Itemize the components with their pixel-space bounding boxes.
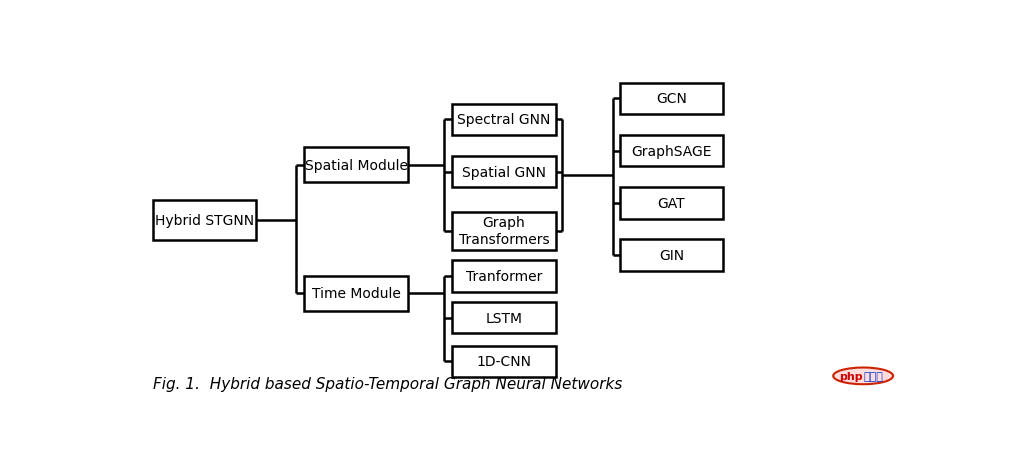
FancyBboxPatch shape — [620, 83, 723, 115]
FancyBboxPatch shape — [452, 212, 556, 250]
FancyBboxPatch shape — [620, 188, 723, 219]
FancyBboxPatch shape — [620, 136, 723, 167]
Text: Spatial GNN: Spatial GNN — [461, 165, 546, 179]
FancyBboxPatch shape — [452, 261, 556, 292]
Text: GraphSAGE: GraphSAGE — [631, 144, 712, 158]
Text: GAT: GAT — [658, 197, 685, 211]
Text: Fig. 1.  Hybrid based Spatio-Temporal Graph Neural Networks: Fig. 1. Hybrid based Spatio-Temporal Gra… — [152, 376, 622, 391]
Text: GIN: GIN — [659, 249, 684, 262]
Text: Tranformer: Tranformer — [466, 269, 542, 283]
Text: php: php — [839, 371, 863, 381]
FancyBboxPatch shape — [452, 346, 556, 377]
Text: Graph
Transformers: Graph Transformers — [458, 216, 549, 247]
Text: Spectral GNN: Spectral GNN — [457, 113, 551, 127]
Text: Time Module: Time Module — [312, 287, 401, 301]
Text: LSTM: LSTM — [485, 311, 522, 325]
FancyBboxPatch shape — [452, 156, 556, 188]
Text: 1D-CNN: 1D-CNN — [477, 354, 531, 368]
FancyBboxPatch shape — [620, 240, 723, 271]
FancyBboxPatch shape — [305, 148, 408, 183]
Text: Spatial Module: Spatial Module — [305, 158, 408, 172]
FancyBboxPatch shape — [452, 303, 556, 334]
FancyBboxPatch shape — [305, 276, 408, 311]
Text: Hybrid STGNN: Hybrid STGNN — [156, 214, 254, 228]
FancyBboxPatch shape — [152, 201, 256, 241]
Text: 中文网: 中文网 — [863, 371, 884, 381]
Text: GCN: GCN — [656, 92, 687, 106]
FancyBboxPatch shape — [452, 105, 556, 136]
Ellipse shape — [833, 368, 893, 384]
